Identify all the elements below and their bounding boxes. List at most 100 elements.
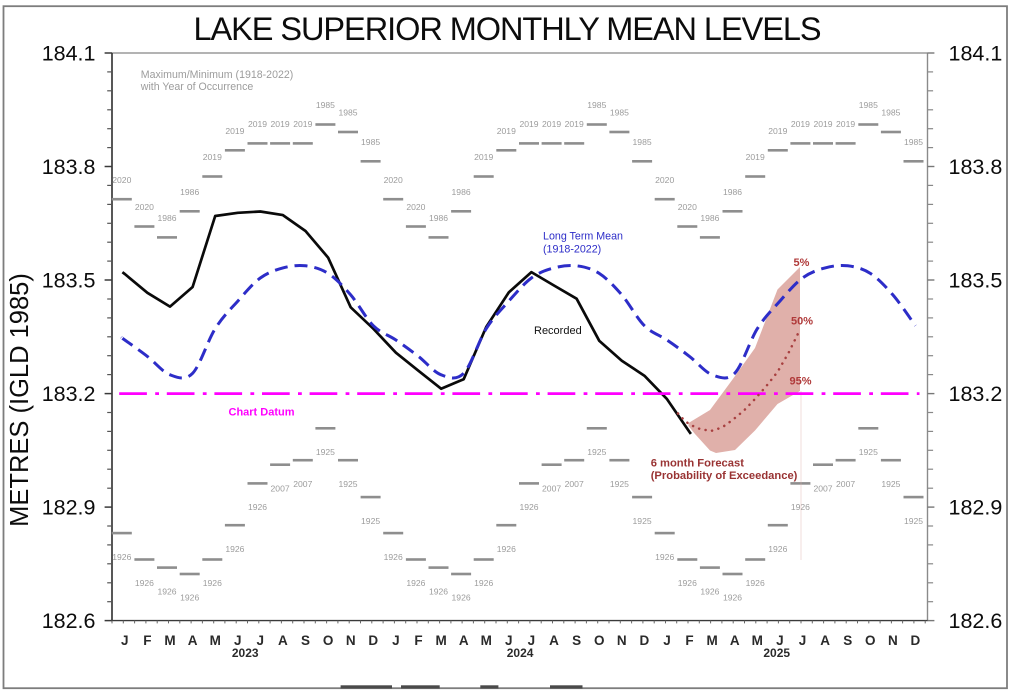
svg-text:1925: 1925 — [338, 479, 357, 489]
svg-text:2020: 2020 — [112, 175, 131, 185]
svg-text:2007: 2007 — [542, 483, 561, 493]
svg-text:2020: 2020 — [384, 175, 403, 185]
svg-text:1985: 1985 — [904, 137, 923, 147]
svg-text:1926: 1926 — [248, 502, 267, 512]
svg-text:S: S — [843, 633, 852, 648]
svg-text:182.9: 182.9 — [949, 496, 1003, 520]
svg-text:(Probability of Exceedance): (Probability of Exceedance) — [651, 470, 798, 482]
svg-text:F: F — [685, 633, 693, 648]
svg-text:2025: 2025 — [763, 646, 790, 660]
svg-text:1986: 1986 — [452, 187, 471, 197]
svg-text:A: A — [820, 633, 830, 648]
svg-text:S: S — [572, 633, 581, 648]
svg-text:1985: 1985 — [316, 100, 335, 110]
svg-text:1986: 1986 — [429, 213, 448, 223]
svg-text:1986: 1986 — [723, 187, 742, 197]
svg-text:2019: 2019 — [813, 119, 832, 129]
svg-text:2019: 2019 — [225, 126, 244, 136]
svg-text:A: A — [459, 633, 469, 648]
svg-text:183.5: 183.5 — [42, 269, 96, 293]
svg-text:2007: 2007 — [836, 479, 855, 489]
svg-text:1986: 1986 — [157, 213, 176, 223]
svg-text:1926: 1926 — [678, 578, 697, 588]
svg-text:1925: 1925 — [904, 516, 923, 526]
svg-text:1925: 1925 — [881, 479, 900, 489]
svg-text:1985: 1985 — [338, 108, 357, 118]
svg-text:Maximum/Minimum (1918-2022): Maximum/Minimum (1918-2022) — [141, 69, 293, 81]
svg-text:2020: 2020 — [406, 202, 425, 212]
svg-text:1986: 1986 — [700, 213, 719, 223]
svg-text:O: O — [594, 633, 605, 648]
svg-text:1926: 1926 — [406, 578, 425, 588]
svg-text:1926: 1926 — [203, 578, 222, 588]
svg-text:1926: 1926 — [225, 544, 244, 554]
svg-text:182.9: 182.9 — [42, 496, 96, 520]
svg-text:1926: 1926 — [429, 586, 448, 596]
svg-text:N: N — [888, 633, 898, 648]
svg-text:2019: 2019 — [768, 126, 787, 136]
svg-text:183.2: 183.2 — [949, 382, 1003, 406]
svg-text:METRES (IGLD 1985): METRES (IGLD 1985) — [6, 273, 34, 527]
svg-text:A: A — [730, 633, 740, 648]
svg-text:1985: 1985 — [610, 108, 629, 118]
svg-text:N: N — [617, 633, 627, 648]
svg-text:F: F — [414, 633, 422, 648]
svg-text:J: J — [528, 633, 536, 648]
svg-text:2019: 2019 — [791, 119, 810, 129]
svg-text:2019: 2019 — [519, 119, 538, 129]
svg-text:1985: 1985 — [633, 137, 652, 147]
svg-text:(1918-2022): (1918-2022) — [543, 243, 601, 255]
svg-text:A: A — [278, 633, 288, 648]
svg-text:50%: 50% — [791, 315, 813, 327]
svg-text:1926: 1926 — [180, 593, 199, 603]
svg-text:1925: 1925 — [610, 479, 629, 489]
svg-text:D: D — [640, 633, 650, 648]
svg-text:182.6: 182.6 — [949, 609, 1003, 633]
svg-text:O: O — [865, 633, 876, 648]
svg-text:1926: 1926 — [791, 502, 810, 512]
svg-text:182.6: 182.6 — [42, 609, 96, 633]
svg-text:Recorded: Recorded — [534, 325, 582, 337]
svg-text:1926: 1926 — [700, 586, 719, 596]
svg-text:O: O — [323, 633, 334, 648]
svg-text:M: M — [210, 633, 221, 648]
svg-text:2019: 2019 — [497, 126, 516, 136]
svg-text:1925: 1925 — [859, 447, 878, 457]
svg-text:2019: 2019 — [248, 119, 267, 129]
svg-text:1926: 1926 — [746, 578, 765, 588]
svg-text:M: M — [164, 633, 175, 648]
svg-text:M: M — [752, 633, 763, 648]
svg-text:2007: 2007 — [271, 483, 290, 493]
svg-text:183.8: 183.8 — [949, 155, 1003, 179]
svg-text:2019: 2019 — [565, 119, 584, 129]
svg-text:Long Term Mean: Long Term Mean — [543, 231, 623, 243]
svg-text:2019: 2019 — [836, 119, 855, 129]
svg-text:M: M — [706, 633, 717, 648]
svg-text:1985: 1985 — [859, 100, 878, 110]
svg-text:J: J — [799, 633, 807, 648]
svg-text:F: F — [143, 633, 151, 648]
svg-text:1925: 1925 — [587, 447, 606, 457]
svg-text:S: S — [301, 633, 310, 648]
svg-text:M: M — [435, 633, 446, 648]
svg-text:1926: 1926 — [157, 586, 176, 596]
svg-text:183.5: 183.5 — [949, 269, 1003, 293]
svg-text:J: J — [392, 633, 400, 648]
svg-text:2024: 2024 — [507, 646, 534, 660]
svg-text:95%: 95% — [789, 376, 811, 388]
svg-text:D: D — [368, 633, 378, 648]
svg-text:1925: 1925 — [633, 516, 652, 526]
svg-text:183.8: 183.8 — [42, 155, 96, 179]
svg-text:184.1: 184.1 — [949, 42, 1003, 66]
svg-text:2020: 2020 — [678, 202, 697, 212]
svg-text:2007: 2007 — [293, 479, 312, 489]
svg-text:1926: 1926 — [768, 544, 787, 554]
svg-text:1926: 1926 — [112, 552, 131, 562]
svg-text:6 month Forecast: 6 month Forecast — [651, 458, 745, 470]
svg-text:1985: 1985 — [361, 137, 380, 147]
svg-text:2019: 2019 — [293, 119, 312, 129]
svg-text:1926: 1926 — [474, 578, 493, 588]
svg-text:LAKE SUPERIOR MONTHLY MEAN LEV: LAKE SUPERIOR MONTHLY MEAN LEVELS — [194, 11, 821, 47]
svg-text:N: N — [346, 633, 356, 648]
svg-text:2019: 2019 — [542, 119, 561, 129]
